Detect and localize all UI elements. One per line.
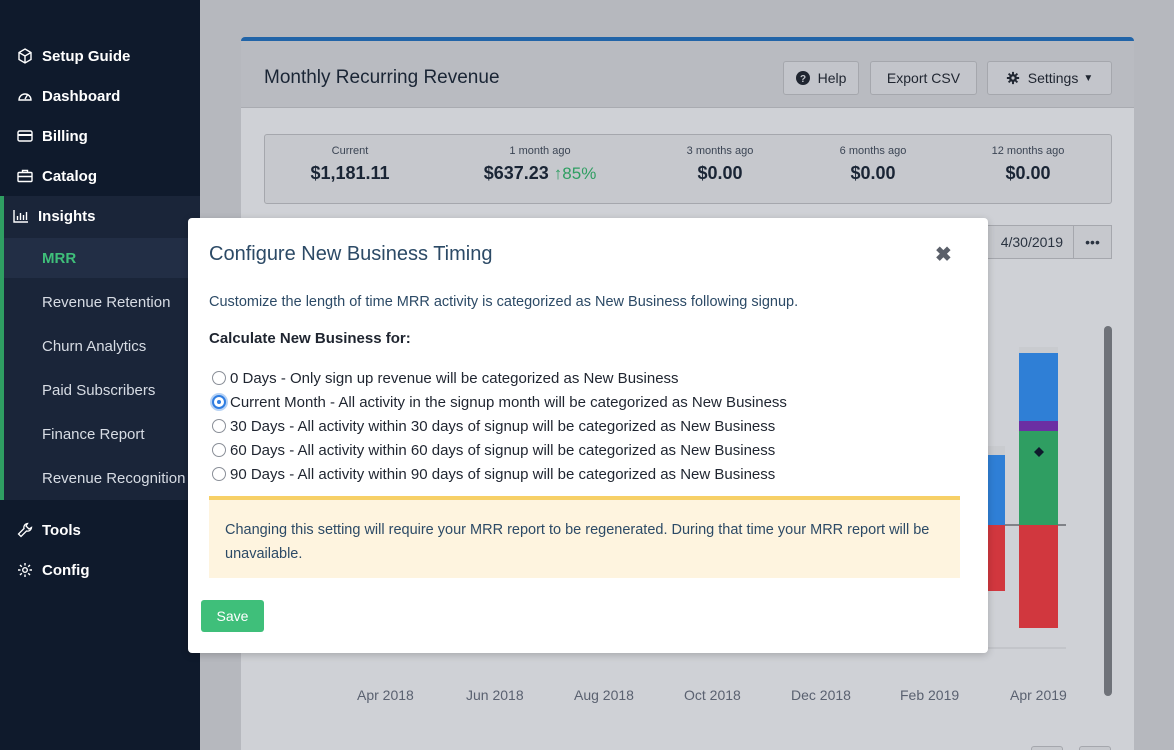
- card-header: Monthly Recurring Revenue ? Help Export …: [241, 41, 1134, 108]
- sidebar-subitem-finance-report[interactable]: Finance Report: [42, 425, 145, 443]
- radio-button[interactable]: [212, 419, 226, 433]
- sidebar-item-label: Tools: [42, 521, 81, 539]
- cube-icon: [16, 47, 34, 65]
- radio-button[interactable]: [212, 371, 226, 385]
- question-circle-icon: ?: [795, 71, 810, 85]
- radio-button[interactable]: [212, 443, 226, 457]
- pager-button[interactable]: [1031, 746, 1063, 750]
- page-title: Monthly Recurring Revenue: [264, 67, 500, 88]
- sidebar-item-setup-guide[interactable]: Setup Guide: [0, 36, 200, 76]
- stat-6-months-ago: 6 months ago $0.00: [839, 145, 907, 183]
- bar-chart-icon: [12, 207, 30, 225]
- settings-label: Settings: [1027, 70, 1079, 86]
- sidebar-item-label: Setup Guide: [42, 47, 131, 65]
- sidebar-subitem-churn-analytics[interactable]: Churn Analytics: [42, 337, 147, 355]
- option-30-days[interactable]: 30 Days - All activity within 30 days of…: [212, 416, 775, 436]
- net-marker: [1034, 447, 1044, 457]
- option-current-month[interactable]: Current Month - All activity in the sign…: [212, 392, 787, 412]
- date-range-picker[interactable]: 4/30/2019: [978, 225, 1074, 259]
- radio-button-selected[interactable]: [212, 395, 226, 409]
- radio-button[interactable]: [212, 467, 226, 481]
- gear-icon: [16, 561, 34, 579]
- active-indicator: [4, 238, 200, 278]
- export-csv-button[interactable]: Export CSV: [870, 61, 977, 95]
- sidebar-item-insights[interactable]: Insights: [0, 196, 200, 236]
- option-label: 60 Days - All activity within 60 days of…: [230, 441, 776, 459]
- more-options-button[interactable]: •••: [1073, 225, 1112, 259]
- svg-text:?: ?: [800, 74, 806, 85]
- sidebar-subitem-revenue-retention[interactable]: Revenue Retention: [42, 293, 171, 311]
- sidebar-subitem-paid-subscribers[interactable]: Paid Subscribers: [42, 381, 156, 399]
- briefcase-icon: [16, 167, 34, 185]
- export-label: Export CSV: [886, 70, 961, 86]
- option-label: Current Month - All activity in the sign…: [230, 393, 787, 411]
- option-label: 90 Days - All activity within 90 days of…: [230, 465, 776, 483]
- sidebar-item-catalog[interactable]: Catalog: [0, 156, 200, 196]
- x-tick-label: Jun 2018: [466, 687, 524, 703]
- modal-description: Customize the length of time MRR activit…: [209, 294, 799, 310]
- x-tick-label: Dec 2018: [791, 687, 851, 703]
- gear-icon: [1006, 71, 1019, 85]
- save-button[interactable]: Save: [201, 600, 264, 632]
- stat-1-month-ago: 1 month ago $637.23 ↑85%: [483, 145, 597, 183]
- stat-current: Current $1,181.11: [310, 145, 390, 183]
- mrr-stats-panel: Current $1,181.11 1 month ago $637.23 ↑8…: [264, 134, 1112, 204]
- help-button[interactable]: ? Help: [783, 61, 859, 95]
- chart-scrollbar[interactable]: [1104, 326, 1112, 696]
- arrow-up-icon: ↑: [553, 164, 563, 183]
- bar-apr-2019-blue: [1019, 353, 1058, 421]
- option-0-days[interactable]: 0 Days - Only sign up revenue will be ca…: [212, 368, 679, 388]
- stat-3-months-ago: 3 months ago $0.00: [686, 145, 754, 183]
- sidebar-item-label: Catalog: [42, 167, 98, 185]
- option-90-days[interactable]: 90 Days - All activity within 90 days of…: [212, 464, 775, 484]
- option-label: 30 Days - All activity within 30 days of…: [230, 417, 776, 435]
- bar-feb-2019-red: [983, 525, 1005, 591]
- bar-apr-2019-grey: [1019, 347, 1058, 353]
- sidebar: Setup Guide Dashboard Billing Catalog In…: [0, 0, 200, 750]
- help-label: Help: [817, 70, 847, 86]
- x-tick-label: Apr 2019: [1010, 687, 1067, 703]
- sidebar-item-dashboard[interactable]: Dashboard: [0, 76, 200, 116]
- modal-subtitle: Calculate New Business for:: [209, 330, 411, 347]
- credit-card-icon: [16, 127, 34, 145]
- sidebar-subitem-mrr[interactable]: MRR: [42, 249, 77, 267]
- sidebar-item-billing[interactable]: Billing: [0, 116, 200, 156]
- sidebar-subitem-revenue-recognition[interactable]: Revenue Recognition: [42, 469, 186, 487]
- x-tick-label: Oct 2018: [684, 687, 741, 703]
- x-tick-label: Feb 2019: [900, 687, 960, 703]
- sidebar-item-tools[interactable]: Tools: [0, 510, 200, 550]
- warning-alert: Changing this setting will require your …: [209, 496, 960, 578]
- sidebar-item-label: Billing: [42, 127, 88, 145]
- stat-12-months-ago: 12 months ago $0.00: [991, 145, 1065, 183]
- sidebar-item-label: Config: [42, 561, 90, 579]
- pager-button[interactable]: [1079, 746, 1111, 750]
- modal-title: Configure New Business Timing: [209, 243, 493, 265]
- bar-feb-2019-grey: [983, 446, 1005, 455]
- bar-feb-2019-blue: [983, 455, 1005, 525]
- chevron-down-icon: ▼: [1083, 72, 1094, 84]
- x-tick-label: Apr 2018: [357, 687, 414, 703]
- gauge-icon: [16, 87, 34, 105]
- bar-apr-2019-green: [1019, 431, 1058, 525]
- option-60-days[interactable]: 60 Days - All activity within 60 days of…: [212, 440, 775, 460]
- wrench-icon: [16, 521, 34, 539]
- sidebar-item-config[interactable]: Config: [0, 550, 200, 590]
- bar-apr-2019-red: [1019, 525, 1058, 628]
- bar-apr-2019-purple: [1019, 421, 1058, 431]
- option-label: 0 Days - Only sign up revenue will be ca…: [230, 369, 679, 387]
- sidebar-item-label: Insights: [38, 207, 96, 225]
- x-tick-label: Aug 2018: [574, 687, 634, 703]
- configure-new-business-modal: Configure New Business Timing ✖ Customiz…: [188, 218, 988, 653]
- settings-button[interactable]: Settings ▼: [987, 61, 1112, 95]
- close-icon[interactable]: ✖: [935, 244, 952, 266]
- sidebar-item-label: Dashboard: [42, 87, 121, 105]
